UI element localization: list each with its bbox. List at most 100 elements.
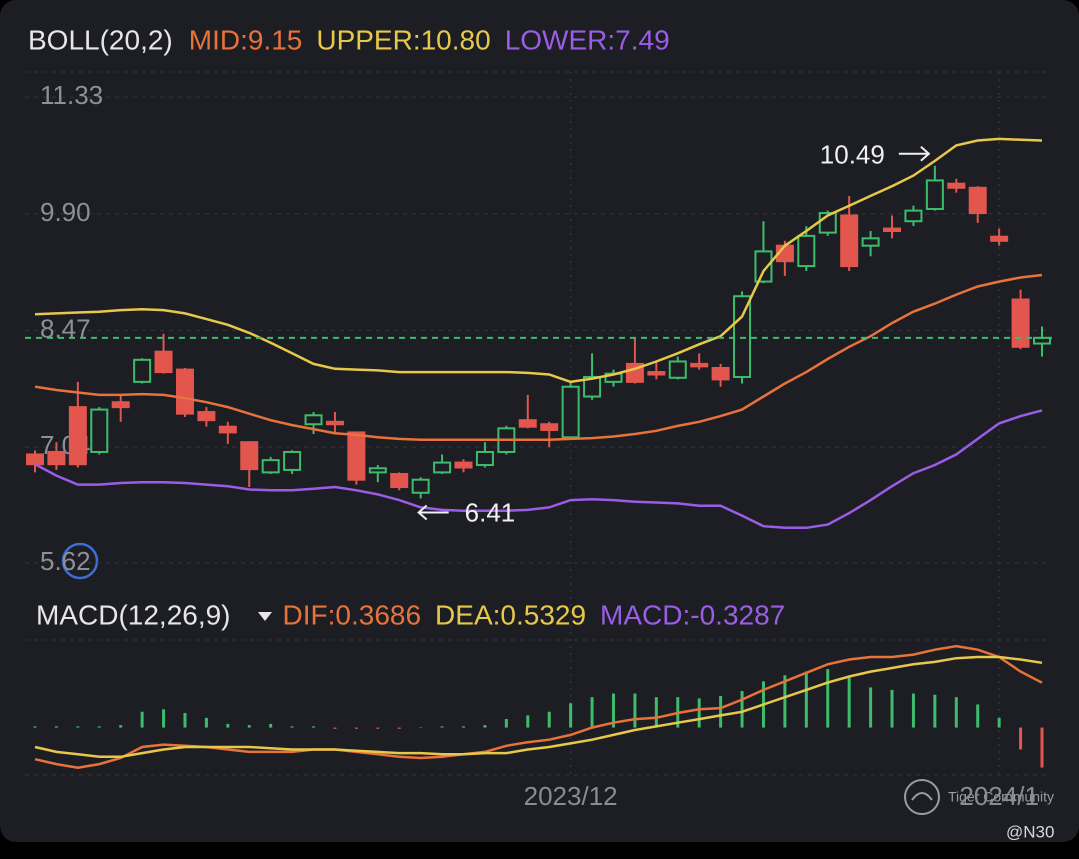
macd-bar	[847, 677, 851, 728]
macd-bar	[976, 704, 980, 728]
candle-body	[690, 362, 709, 368]
macd-bar	[440, 726, 444, 728]
candle-body	[711, 366, 730, 381]
macd-bar	[462, 726, 466, 728]
candle-body	[111, 401, 130, 409]
legend-entry: DIF:0.3686	[283, 599, 422, 630]
macd-bar	[376, 727, 380, 729]
indicator-title: BOLL(20,2)	[28, 24, 173, 55]
candle-body	[583, 375, 602, 398]
macd-bar	[162, 709, 166, 728]
macd-bar	[247, 725, 251, 728]
low-label: 6.41	[465, 497, 516, 527]
candle-body	[947, 182, 966, 189]
macd-bar	[290, 726, 294, 728]
macd-bar	[312, 726, 316, 728]
candle-body	[883, 227, 902, 233]
candle-body	[797, 234, 816, 268]
candle-body	[411, 478, 430, 494]
legend-entry: MACD:-0.3287	[600, 599, 785, 630]
candle-body	[261, 459, 280, 474]
legend-entry: MID:9.15	[189, 24, 303, 55]
macd-bar	[954, 697, 958, 728]
candle-body	[754, 250, 773, 283]
candle-body	[368, 467, 387, 474]
candle-body	[968, 186, 987, 215]
macd-bar	[804, 671, 808, 728]
macd-bar	[697, 698, 701, 728]
macd-bar	[740, 691, 744, 728]
watermark-logo	[904, 779, 940, 815]
candle-body	[454, 461, 473, 469]
candle-body	[540, 423, 559, 431]
macd-bar	[504, 719, 508, 728]
indicator-title: MACD(12,26,9)	[36, 599, 231, 630]
candle-body	[561, 385, 580, 439]
footer-handle: @N30	[1006, 822, 1054, 841]
x-tick-label: 2024/1	[959, 781, 1039, 811]
arrow	[898, 146, 931, 162]
macd-bar	[633, 693, 637, 728]
candle-body	[283, 450, 302, 471]
macd-bar	[933, 694, 937, 728]
macd-bar	[526, 715, 530, 728]
candle-body	[475, 450, 494, 467]
candle-body	[647, 371, 666, 376]
candle-body	[90, 408, 109, 453]
macd-bar	[419, 727, 423, 729]
macd-bar	[611, 693, 615, 728]
candle-body	[733, 295, 752, 378]
macd-bar	[33, 726, 37, 728]
band-line	[34, 273, 1043, 441]
macd-bar	[97, 726, 101, 728]
y-tick-label: 9.90	[40, 197, 91, 227]
candle-body	[904, 209, 923, 223]
macd-bar	[783, 675, 787, 728]
legend-entry: DEA:0.5329	[435, 599, 586, 630]
macd-bar	[1040, 727, 1044, 768]
arrow	[417, 504, 449, 521]
macd-bar	[54, 726, 58, 728]
macd-bar	[76, 726, 80, 728]
band-line	[34, 137, 1043, 384]
candle-body	[304, 414, 323, 426]
macd-bar	[204, 717, 208, 728]
macd-bar	[826, 669, 830, 728]
high-label: 10.49	[820, 140, 885, 170]
y-tick-label: 8.47	[40, 313, 91, 343]
macd-bar	[869, 687, 873, 728]
candle-body	[240, 441, 259, 471]
macd-bar	[547, 711, 551, 728]
candle-body	[325, 420, 344, 426]
candle-body	[347, 431, 366, 481]
candle-body	[925, 179, 944, 210]
macd-bar	[719, 695, 723, 728]
macd-bar	[140, 711, 144, 728]
macd-bar	[997, 717, 1001, 728]
dropdown-icon[interactable]	[258, 612, 272, 621]
band-line	[34, 409, 1043, 530]
legend-entry: UPPER:10.80	[316, 24, 490, 55]
candle-body	[518, 419, 537, 428]
candle-body	[390, 472, 409, 489]
y-tick-label: 5.62	[40, 546, 91, 576]
macd-bar	[183, 712, 187, 728]
candle-body	[175, 368, 194, 415]
candle-body	[861, 237, 880, 247]
macd-bar	[890, 689, 894, 728]
y-tick-label: 11.33	[40, 80, 103, 110]
candle-body	[154, 350, 173, 374]
legend-entry: LOWER:7.49	[505, 24, 670, 55]
macd-bar	[269, 723, 273, 728]
indicator-icon[interactable]	[61, 542, 99, 580]
candle-body	[197, 411, 216, 422]
macd-line	[34, 655, 1043, 759]
candle-body	[133, 358, 152, 383]
candle-body	[26, 453, 44, 466]
candle-body	[218, 425, 237, 434]
macd-bar	[654, 697, 658, 728]
macd-bar	[333, 727, 337, 729]
macd-bar	[590, 697, 594, 728]
